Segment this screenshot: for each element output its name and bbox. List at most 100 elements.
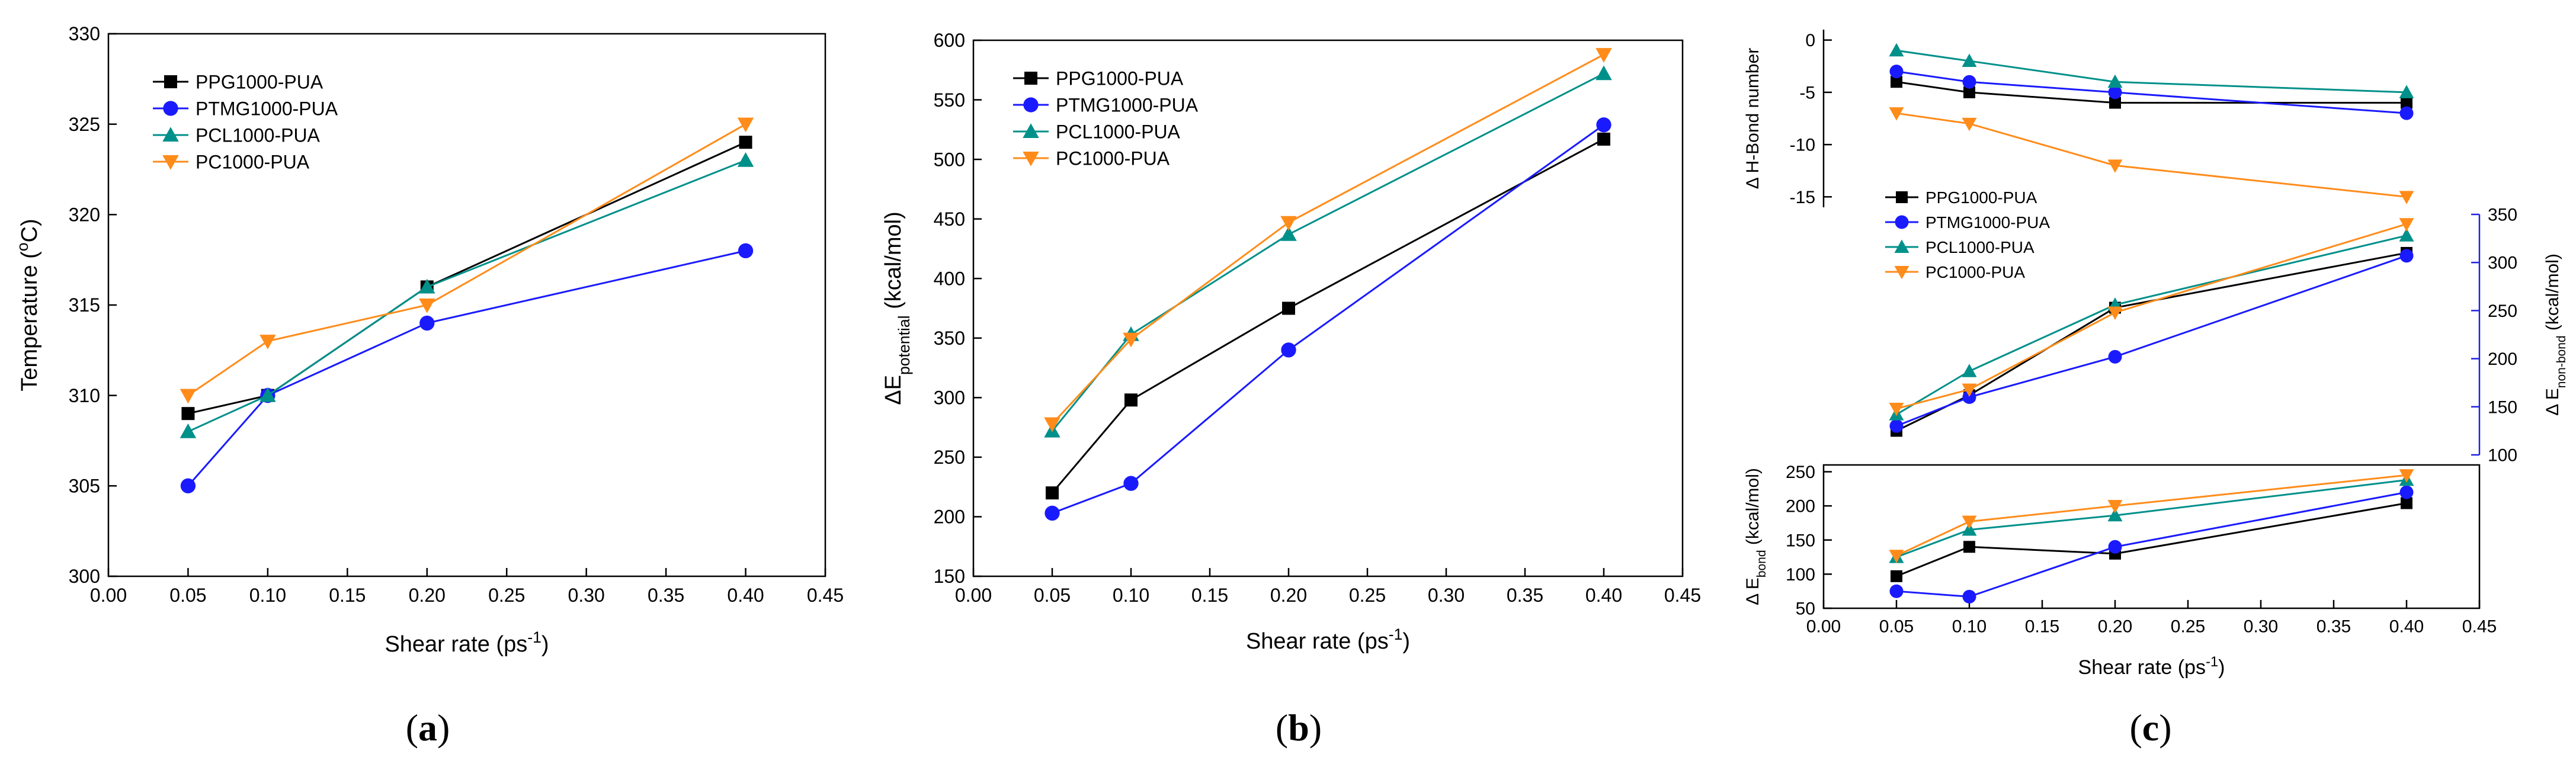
y-tick-label: 150	[1786, 531, 1815, 550]
y-tick-label: 250	[1786, 463, 1815, 482]
y-tick-label: 100	[2488, 446, 2517, 466]
data-point	[2401, 97, 2412, 109]
caption-paren-open: (	[406, 707, 418, 749]
y-axis-label-sup: o	[14, 242, 31, 251]
caption-paren-close: )	[2159, 707, 2171, 749]
x-axis-label-sup: -1	[2206, 654, 2218, 670]
series-line-PTMG1000-PUA	[1896, 70, 2407, 114]
y-axis-label: Temperature (oC)	[14, 219, 42, 391]
data-point	[1595, 48, 1612, 63]
x-axis-label-main: Shear rate (ps	[1246, 629, 1389, 654]
data-point	[1889, 419, 1904, 433]
y-tick-label: 0	[1805, 31, 1815, 50]
y-tick-label: 400	[934, 268, 965, 289]
data-point	[2399, 469, 2414, 483]
data-point	[2108, 85, 2122, 100]
y-tick-label: 200	[934, 506, 965, 528]
y-tick-label: 50	[1796, 599, 1815, 619]
y-tick-label: 200	[2488, 349, 2517, 369]
data-point	[1962, 522, 1977, 536]
caption-letter: c	[2142, 707, 2159, 749]
x-tick-label: 0.45	[2462, 617, 2497, 637]
series-line-PC1000-PUA	[1051, 53, 1604, 425]
series-line-PC1000-PUA	[1896, 474, 2407, 557]
x-tick-label: 0.25	[488, 585, 525, 606]
y-tick-label: 300	[2488, 253, 2517, 273]
x-tick-label: 0.35	[1507, 585, 1543, 606]
y-axis-label-main: Δ H-Bond number	[1743, 48, 1763, 190]
x-axis-label: Shear rate (ps-1)	[2078, 654, 2225, 679]
caption-paren-close: )	[437, 707, 450, 749]
caption-paren-open: (	[2129, 707, 2142, 749]
x-axis-label-end: )	[542, 632, 549, 657]
x-tick-label: 0.25	[2171, 617, 2205, 637]
y-tick-label: -5	[1799, 83, 1815, 102]
legend-marker	[1895, 215, 1909, 229]
x-tick-label: 0.30	[568, 585, 605, 606]
series-line-PCL1000-PUA	[1896, 479, 2407, 558]
x-axis-label-end: )	[1402, 629, 1410, 654]
plot-frame	[1822, 464, 2481, 609]
data-point	[2401, 497, 2412, 509]
y-axis-label-end: C)	[17, 219, 42, 242]
data-point	[2399, 191, 2414, 204]
legend-label: PCL1000-PUA	[196, 125, 321, 146]
data-point	[738, 243, 754, 259]
x-tick-label: 0.05	[169, 585, 206, 606]
x-tick-label: 0.30	[1428, 585, 1465, 606]
data-point	[1889, 65, 1904, 79]
y-axis-label-sub: potential	[895, 315, 913, 375]
data-point	[1889, 403, 1904, 416]
y-axis-label: Δ H-Bond number	[1743, 48, 1763, 190]
y-tick-label: 500	[934, 149, 965, 170]
panel-b: 150 200 250 300 350 400 450 500 550 600 0.00 0.05 0.…	[881, 30, 1701, 749]
data-point	[1595, 65, 1612, 81]
data-point	[2399, 249, 2414, 263]
legend-label: PPG1000-PUA	[1925, 188, 2037, 207]
y-tick-label: 310	[69, 385, 100, 406]
y-tick-label: 350	[2488, 206, 2517, 225]
x-tick-label: 0.05	[1879, 617, 1914, 637]
data-point	[2109, 97, 2121, 109]
legend-marker	[1894, 239, 1909, 253]
data-point	[737, 152, 754, 167]
x-tick-label: 0.40	[1585, 585, 1622, 606]
legend-marker	[1023, 123, 1039, 138]
data-point	[2399, 485, 2414, 499]
data-point	[1891, 76, 1902, 88]
data-point	[1123, 332, 1139, 348]
data-point	[1962, 383, 1977, 397]
x-tick-label: 0.45	[807, 585, 844, 606]
data-point	[1962, 75, 1976, 89]
data-point	[1962, 117, 1977, 131]
x-axis-label-end: )	[2218, 656, 2225, 679]
data-point	[2107, 306, 2123, 320]
y-axis-label-main: ΔE	[881, 375, 906, 405]
x-tick-label: 0.45	[1664, 585, 1701, 606]
data-point	[1889, 107, 1904, 121]
data-point	[1889, 584, 1904, 598]
y-tick-label: 350	[934, 328, 965, 349]
legend-marker	[1894, 266, 1909, 280]
data-point	[1044, 417, 1060, 432]
legend-label: PPG1000-PUA	[196, 72, 323, 93]
data-point	[259, 335, 276, 349]
data-point	[2107, 74, 2123, 88]
series-line-PTMG1000-PUA	[1896, 491, 2407, 598]
y-tick-label: 300	[69, 566, 100, 587]
legend-marker	[1023, 97, 1039, 113]
y-axis-label-sub: bond	[1755, 550, 1768, 577]
data-point	[2399, 218, 2414, 232]
y-axis-label-end: (kcal/mol)	[2543, 253, 2562, 335]
x-tick-label: 0.15	[329, 585, 366, 606]
data-point	[419, 278, 435, 294]
series-line-PCL1000-PUA	[1896, 235, 2407, 416]
legend-label: PCL1000-PUA	[1056, 121, 1181, 143]
y-axis-label-main: Temperature (	[17, 251, 42, 391]
data-point	[1280, 216, 1297, 231]
x-tick-label: 0.05	[1034, 585, 1071, 606]
y-tick-label: 450	[934, 208, 965, 230]
legend-label: PC1000-PUA	[1925, 263, 2025, 281]
